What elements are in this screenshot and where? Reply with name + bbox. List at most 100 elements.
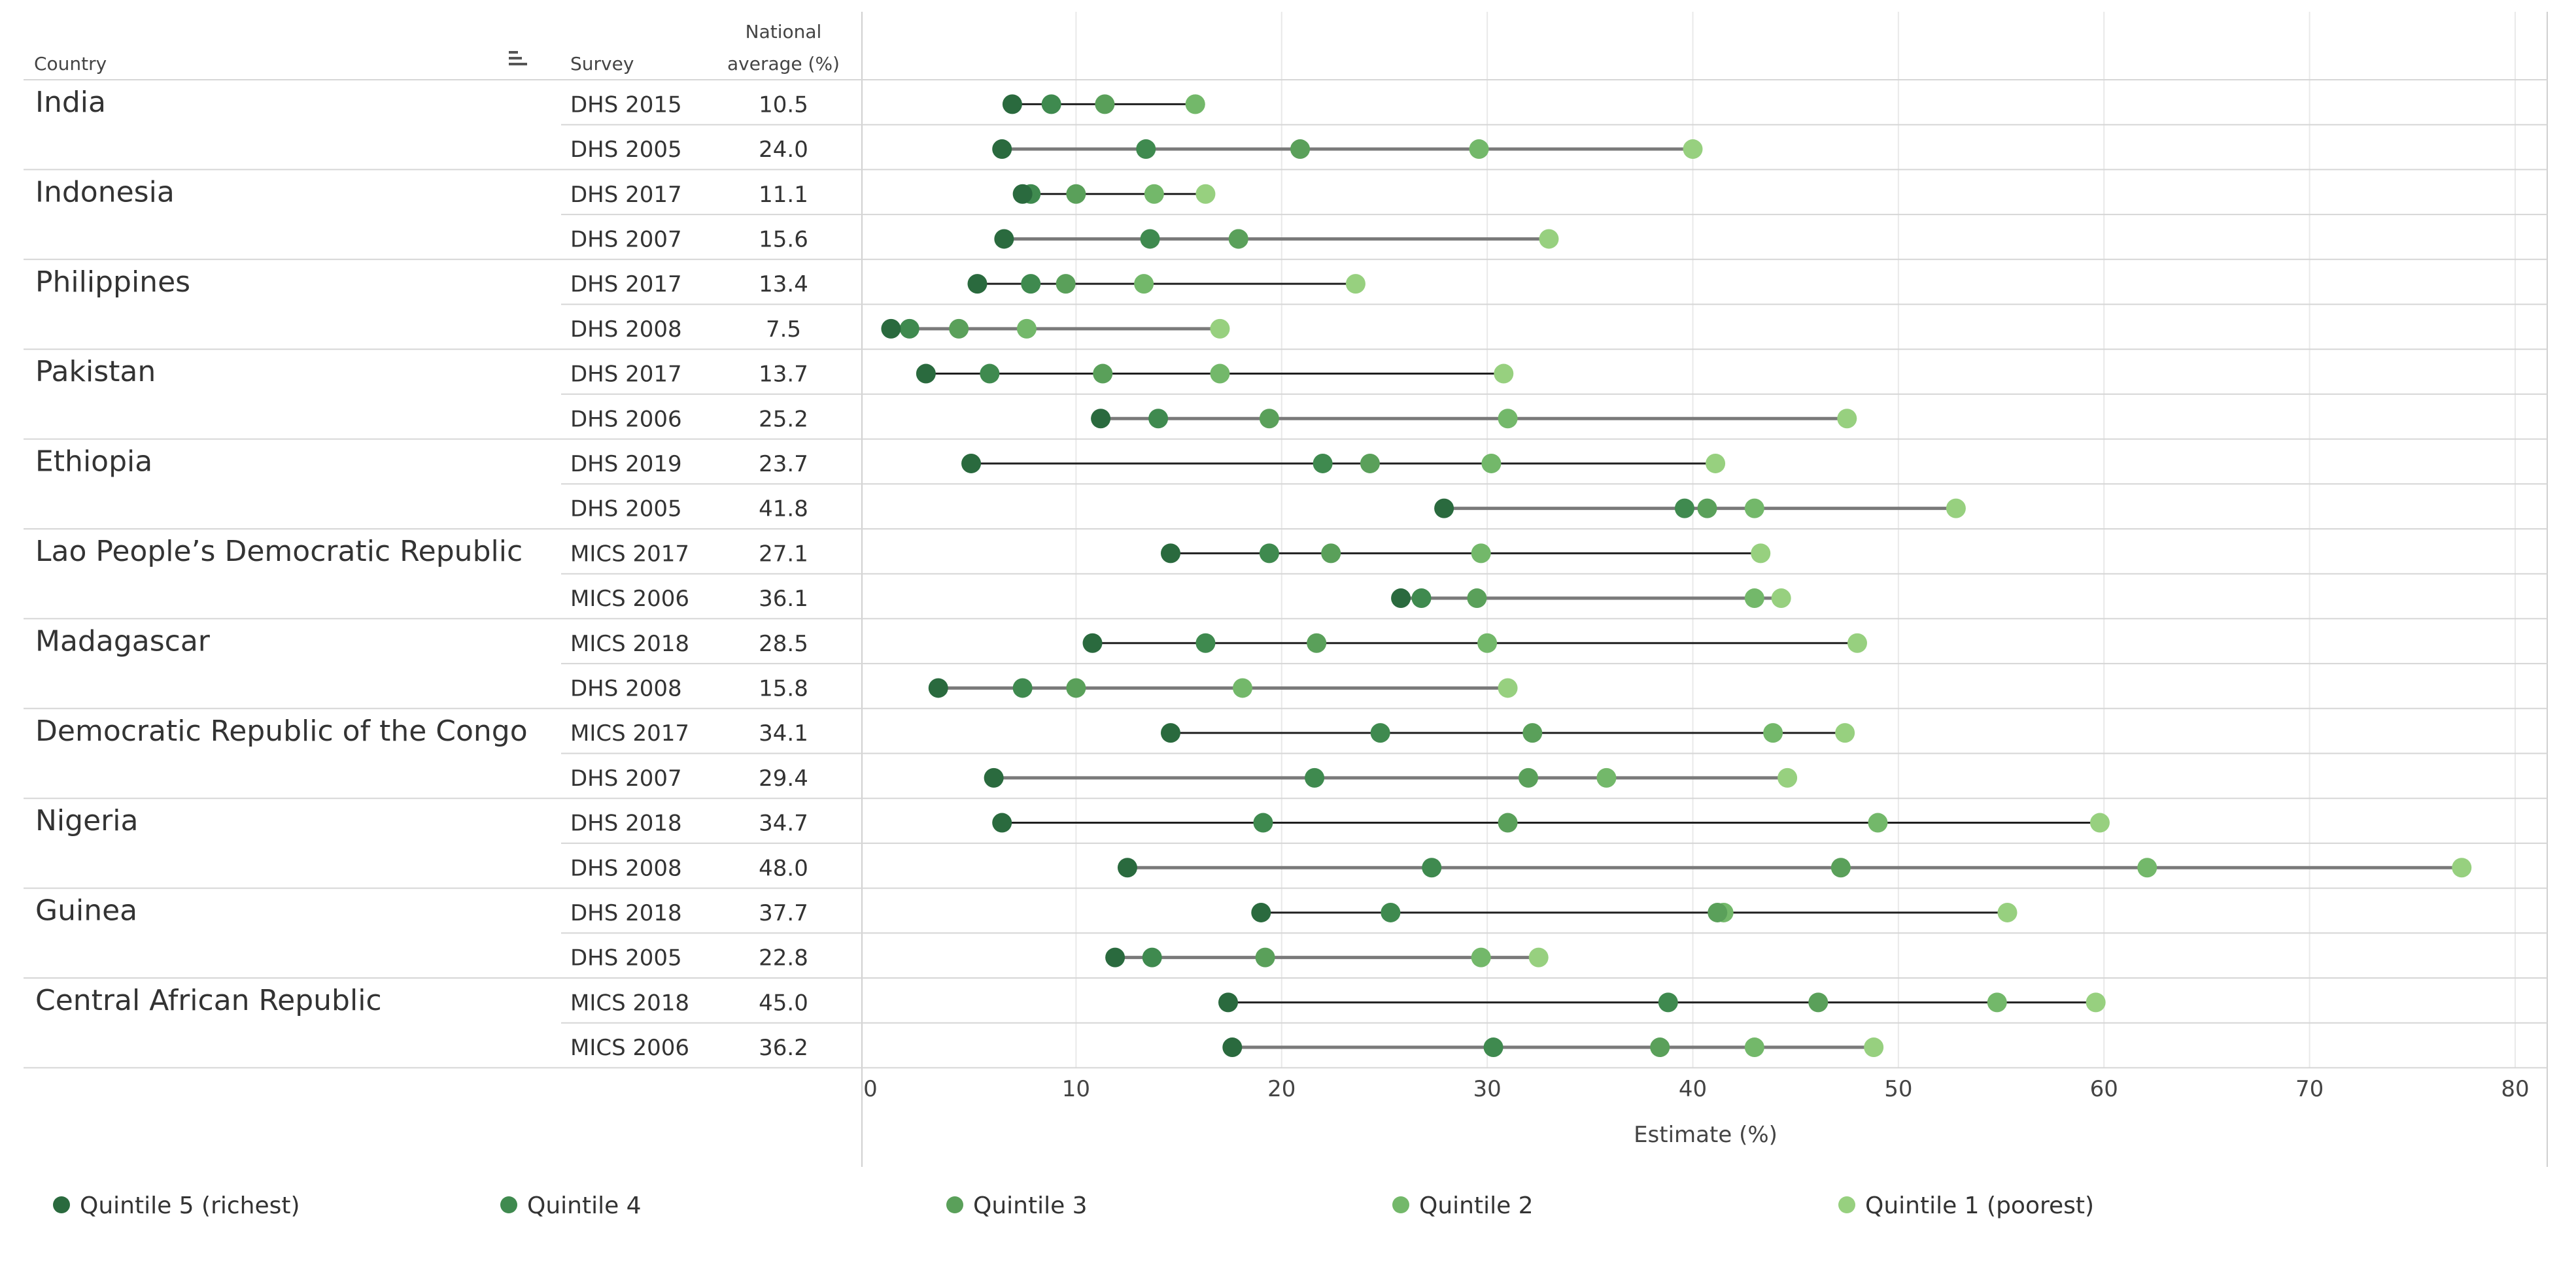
dot-quintile-5[interactable] xyxy=(1160,723,1180,743)
dot-quintile-1[interactable] xyxy=(1946,498,1966,518)
dot-quintile-4[interactable] xyxy=(1305,767,1325,788)
dot-quintile-5[interactable] xyxy=(992,139,1012,160)
dot-quintile-3[interactable] xyxy=(1290,139,1311,160)
dot-quintile-1[interactable] xyxy=(1864,1037,1884,1058)
table-row[interactable]: DHS 2015 10.5 xyxy=(570,92,1205,118)
dot-quintile-3[interactable] xyxy=(1830,858,1851,878)
table-row[interactable]: DHS 2008 15.8 xyxy=(570,675,1518,701)
dot-quintile-3[interactable] xyxy=(1228,229,1248,249)
dot-quintile-5[interactable] xyxy=(1251,902,1271,922)
dot-quintile-4[interactable] xyxy=(1259,543,1279,564)
dot-quintile-4[interactable] xyxy=(1370,723,1390,743)
table-row[interactable]: MICS 2017 27.1 xyxy=(570,541,1771,567)
dot-quintile-2[interactable] xyxy=(1210,363,1230,384)
table-row[interactable]: DHS 2007 29.4 xyxy=(570,766,1798,792)
header-survey[interactable]: Survey xyxy=(570,53,634,75)
header-national-average-line2[interactable]: average (%) xyxy=(727,53,840,75)
dot-quintile-2[interactable] xyxy=(1596,767,1617,788)
dot-quintile-4[interactable] xyxy=(980,363,1000,384)
dot-quintile-4[interactable] xyxy=(1411,588,1432,609)
table-row[interactable]: DHS 2017 11.1 xyxy=(570,182,1216,208)
dot-quintile-5[interactable] xyxy=(1391,588,1411,609)
table-row[interactable]: DHS 2019 23.7 xyxy=(570,451,1726,477)
table-row[interactable]: DHS 2006 25.2 xyxy=(570,406,1857,432)
dot-quintile-1[interactable] xyxy=(1835,723,1855,743)
dot-quintile-5[interactable] xyxy=(928,678,948,698)
dot-quintile-5[interactable] xyxy=(992,813,1012,833)
dot-quintile-1[interactable] xyxy=(1751,543,1771,564)
dot-quintile-3[interactable] xyxy=(1066,184,1086,204)
dot-quintile-4[interactable] xyxy=(1422,858,1442,878)
table-row[interactable]: DHS 2005 24.0 xyxy=(570,137,1703,163)
dot-quintile-4[interactable] xyxy=(1483,1037,1503,1058)
table-row[interactable]: MICS 2018 45.0 xyxy=(570,990,2106,1016)
legend-item[interactable]: Quintile 4 xyxy=(500,1192,642,1219)
dot-quintile-4[interactable] xyxy=(1253,813,1273,833)
dot-quintile-1[interactable] xyxy=(1528,947,1549,968)
dot-quintile-1[interactable] xyxy=(1683,139,1703,160)
dot-quintile-1[interactable] xyxy=(1210,318,1230,339)
dot-quintile-4[interactable] xyxy=(1142,947,1162,968)
dot-quintile-2[interactable] xyxy=(1987,992,2007,1013)
dot-quintile-5[interactable] xyxy=(967,274,987,294)
dot-quintile-2[interactable] xyxy=(1477,633,1498,653)
sort-icon[interactable] xyxy=(509,51,527,65)
table-row[interactable]: DHS 2008 7.5 xyxy=(570,316,1230,343)
dot-quintile-3[interactable] xyxy=(1321,543,1341,564)
dot-quintile-4[interactable] xyxy=(1658,992,1678,1013)
header-country[interactable]: Country xyxy=(34,53,107,75)
dot-quintile-2[interactable] xyxy=(1185,94,1205,114)
dot-quintile-5[interactable] xyxy=(916,363,936,384)
table-row[interactable]: MICS 2006 36.1 xyxy=(570,586,1791,612)
dot-quintile-5[interactable] xyxy=(994,229,1014,249)
dot-quintile-2[interactable] xyxy=(1233,678,1253,698)
dot-quintile-5[interactable] xyxy=(1091,409,1111,429)
dot-quintile-2[interactable] xyxy=(1744,1037,1764,1058)
dot-quintile-2[interactable] xyxy=(1481,453,1502,473)
dot-quintile-3[interactable] xyxy=(1093,363,1113,384)
dot-quintile-1[interactable] xyxy=(1777,767,1798,788)
dot-quintile-2[interactable] xyxy=(1144,184,1164,204)
dot-quintile-2[interactable] xyxy=(2137,858,2157,878)
dot-quintile-5[interactable] xyxy=(984,767,1004,788)
dot-quintile-4[interactable] xyxy=(1021,274,1041,294)
dot-quintile-3[interactable] xyxy=(1095,94,1115,114)
dot-quintile-1[interactable] xyxy=(1498,678,1518,698)
dot-quintile-2[interactable] xyxy=(1498,409,1518,429)
dot-quintile-1[interactable] xyxy=(1195,184,1216,204)
dot-quintile-2[interactable] xyxy=(1469,139,1489,160)
table-row[interactable]: MICS 2018 28.5 xyxy=(570,631,1867,657)
dot-quintile-5[interactable] xyxy=(961,453,982,473)
dot-quintile-4[interactable] xyxy=(1313,453,1333,473)
legend-item[interactable]: Quintile 2 xyxy=(1392,1192,1534,1219)
dot-quintile-1[interactable] xyxy=(1706,453,1726,473)
dot-quintile-3[interactable] xyxy=(1307,633,1327,653)
dot-quintile-3[interactable] xyxy=(1498,813,1518,833)
dot-quintile-1[interactable] xyxy=(1771,588,1791,609)
dot-quintile-4[interactable] xyxy=(1674,498,1694,518)
table-row[interactable]: DHS 2017 13.4 xyxy=(570,271,1365,297)
dot-quintile-1[interactable] xyxy=(1847,633,1867,653)
dot-quintile-4[interactable] xyxy=(899,318,919,339)
dot-quintile-1[interactable] xyxy=(2086,992,2106,1013)
dot-quintile-5[interactable] xyxy=(881,318,901,339)
dot-quintile-3[interactable] xyxy=(1650,1037,1670,1058)
legend-item[interactable]: Quintile 1 (poorest) xyxy=(1838,1192,2094,1219)
dot-quintile-2[interactable] xyxy=(1016,318,1037,339)
dot-quintile-3[interactable] xyxy=(1259,409,1279,429)
dot-quintile-4[interactable] xyxy=(1148,409,1169,429)
legend-item[interactable]: Quintile 5 (richest) xyxy=(53,1192,300,1219)
dot-quintile-5[interactable] xyxy=(1082,633,1103,653)
dot-quintile-3[interactable] xyxy=(1519,767,1538,788)
dot-quintile-2[interactable] xyxy=(1134,274,1154,294)
dot-quintile-3[interactable] xyxy=(1697,498,1717,518)
dot-quintile-1[interactable] xyxy=(1539,229,1559,249)
table-row[interactable]: DHS 2007 15.6 xyxy=(570,226,1559,252)
table-row[interactable]: MICS 2006 36.2 xyxy=(570,1035,1884,1061)
table-row[interactable]: DHS 2005 41.8 xyxy=(570,496,1966,522)
dot-quintile-3[interactable] xyxy=(1255,947,1275,968)
dot-quintile-4[interactable] xyxy=(1012,678,1033,698)
dot-quintile-5[interactable] xyxy=(1105,947,1125,968)
dot-quintile-1[interactable] xyxy=(1345,274,1365,294)
dot-quintile-2[interactable] xyxy=(1471,543,1491,564)
